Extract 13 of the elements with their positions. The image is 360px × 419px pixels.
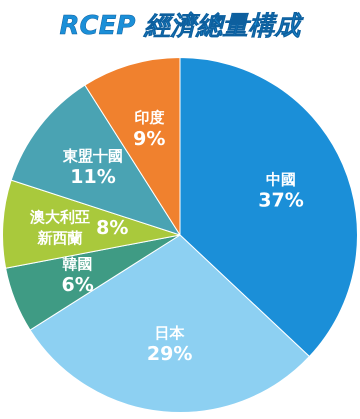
- slice-label: 東盟十國: [62, 146, 124, 165]
- slice-label: 韓國: [62, 254, 93, 273]
- data-label: 6%: [62, 274, 94, 296]
- data-label: 37%: [258, 190, 304, 212]
- slice-label: 印度: [134, 108, 164, 127]
- data-label: 8%: [96, 217, 128, 240]
- slice-label: 中國: [266, 170, 296, 189]
- data-label: 9%: [133, 128, 166, 150]
- data-label: 29%: [146, 343, 192, 365]
- chart-title: RCEP 經濟總量構成: [58, 10, 305, 43]
- slice-label: 澳大利亞新西蘭: [29, 208, 90, 247]
- data-label: 11%: [70, 166, 116, 188]
- slice-label: 日本: [154, 324, 186, 342]
